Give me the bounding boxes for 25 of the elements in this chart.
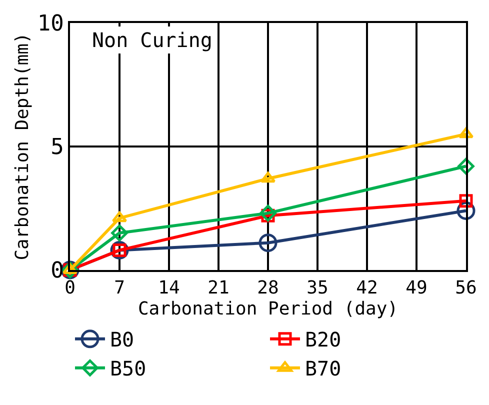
point	[458, 127, 474, 138]
x-tick-label: 35	[306, 277, 328, 298]
y-tick-label: 10	[37, 12, 64, 37]
x-tick-label: 28	[257, 277, 279, 298]
legend-label: B0	[110, 328, 134, 352]
x-tick-label: 56	[455, 277, 477, 298]
x-tick-label: 49	[406, 277, 428, 298]
legend-label: B20	[305, 328, 342, 352]
y-tick-label: 5	[50, 135, 64, 160]
x-tick-label: 42	[356, 277, 378, 298]
x-axis-title: Carbonation Period (day)	[138, 298, 398, 320]
x-tick-label: 7	[114, 277, 125, 298]
y-axis-title: Carbonation Depth(mm)	[12, 32, 34, 260]
x-tick-label: 14	[158, 277, 180, 298]
point	[111, 224, 128, 242]
x-tick-label: 21	[208, 277, 230, 298]
point	[260, 172, 276, 183]
legend-label: B50	[110, 356, 146, 381]
point	[258, 234, 278, 252]
legend-label: B70	[305, 356, 342, 381]
point	[112, 211, 128, 222]
point	[458, 158, 474, 175]
point	[459, 194, 473, 208]
annotation: Non Curing	[92, 28, 212, 52]
point	[260, 204, 276, 222]
